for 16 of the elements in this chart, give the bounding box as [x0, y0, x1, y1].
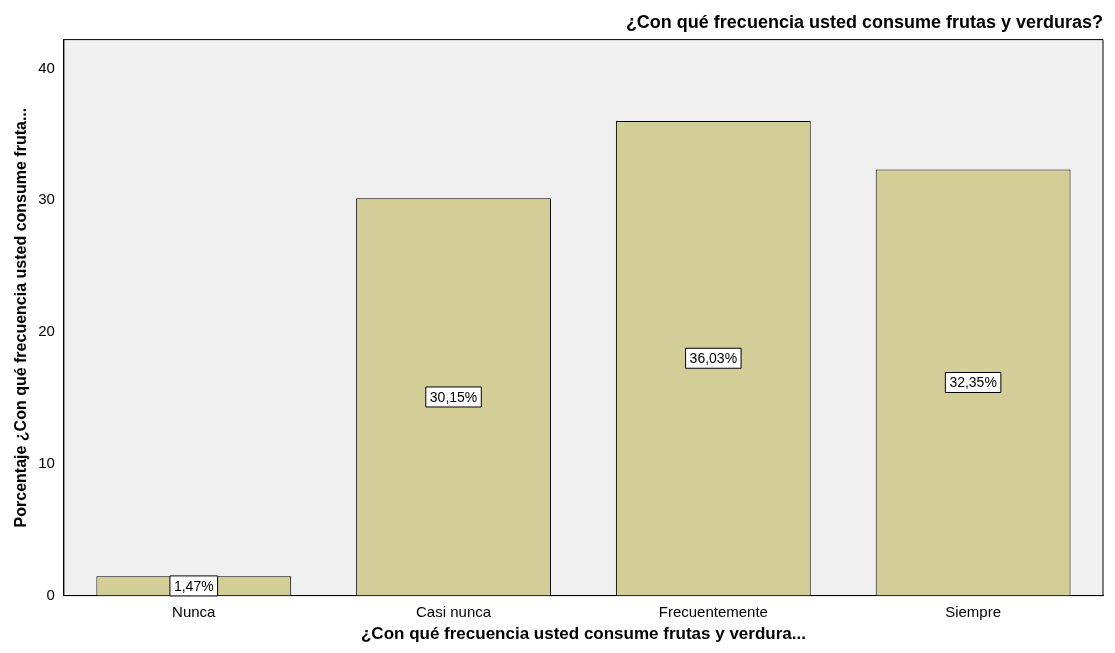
- chart-title: ¿Con qué frecuencia usted consume frutas y verduras?: [625, 11, 1103, 32]
- data-label: 32,35%: [949, 374, 997, 391]
- x-tick-label: Nunca: [172, 602, 217, 620]
- data-label: 36,03%: [689, 350, 738, 367]
- y-tick-label: 0: [46, 585, 55, 603]
- x-tick-label: Frecuentemente: [658, 602, 768, 620]
- x-tick-label: Casi nunca: [416, 602, 492, 620]
- y-tick-label: 10: [38, 453, 55, 471]
- x-tick-label: Siempre: [945, 602, 1002, 620]
- x-axis-title: ¿Con qué frecuencia usted consume frutas y verdura...: [360, 624, 806, 644]
- y-tick-label: 40: [38, 58, 55, 76]
- y-axis-title: Porcentaje ¿Con qué frecuencia usted consume fruta...: [12, 107, 30, 528]
- data-label: 1,47%: [173, 577, 214, 594]
- data-label: 30,15%: [429, 388, 478, 405]
- y-tick-label: 30: [38, 190, 55, 208]
- y-tick-label: 20: [38, 322, 55, 340]
